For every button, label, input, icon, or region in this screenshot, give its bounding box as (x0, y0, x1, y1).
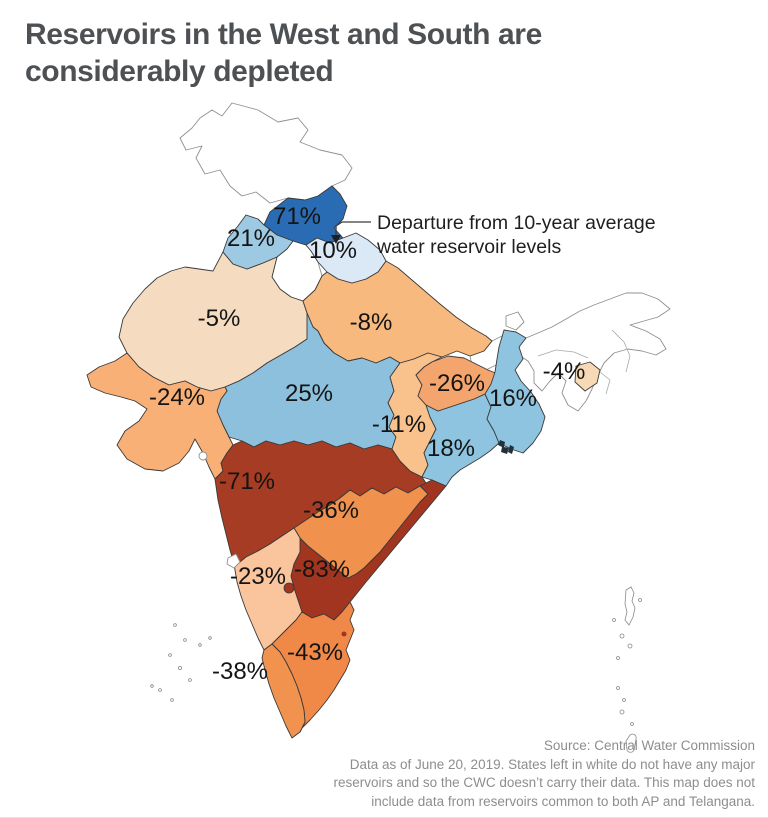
label-west-bengal: 16% (489, 385, 537, 412)
lakshadweep-islands (150, 623, 212, 702)
label-maharashtra: -71% (219, 468, 275, 495)
arrowhead-icon (331, 235, 341, 244)
label-andhra-pradesh: -83% (294, 556, 350, 583)
label-rajasthan: -5% (198, 305, 241, 332)
annotation-line-1: Departure from 10-year average (377, 212, 656, 234)
label-gujarat: -24% (149, 384, 205, 411)
label-odisha: 18% (427, 435, 475, 462)
andaman-nicobar-islands (612, 586, 642, 753)
state-kerala (261, 643, 306, 739)
state-jammu-kashmir (179, 102, 353, 204)
source-note: Source: Central Water Commission Data as… (195, 737, 755, 811)
state-goa (226, 553, 241, 569)
annotation-leader (331, 221, 371, 244)
page-title: Reservoirs in the West and South are con… (25, 16, 725, 90)
daman-diu-enclave (198, 451, 208, 461)
state-west-bengal (484, 329, 546, 454)
state-uttar-pradesh (302, 260, 493, 364)
northeast-states (518, 292, 671, 412)
label-chhattisgarh: -11% (372, 411, 426, 438)
label-himachal-pradesh: 71% (273, 203, 321, 230)
label-tripura: -4% (543, 358, 586, 385)
label-punjab: 21% (227, 225, 275, 252)
state-telangana (293, 485, 429, 579)
note-line-2: reservoirs and so the CWC doesn’t carry … (333, 775, 755, 790)
ap-enclave-dot (283, 582, 295, 594)
source-line: Source: Central Water Commission (543, 738, 755, 753)
state-gujarat (86, 352, 234, 480)
sundarbans-marks (498, 440, 514, 454)
label-telangana: -36% (303, 497, 359, 524)
label-tamil-nadu: -43% (287, 639, 343, 666)
label-jharkhand: -26% (429, 370, 485, 397)
label-kerala: -38% (212, 658, 268, 685)
northeast-internal-borders (537, 329, 631, 395)
label-uttar-pradesh: -8% (350, 309, 393, 336)
title-line-1: Reservoirs in the West and South are (25, 18, 542, 51)
label-karnataka: -23% (230, 563, 286, 590)
label-madhya-pradesh: 25% (285, 380, 333, 407)
puducherry-dot (341, 631, 347, 637)
note-line-3: include data from reservoirs common to b… (371, 793, 755, 809)
state-sikkim (505, 311, 525, 331)
state-tripura (574, 361, 601, 392)
state-punjab (222, 214, 294, 270)
label-uttarakhand: 10% (309, 237, 357, 264)
title-line-2: considerably depleted (25, 55, 334, 88)
state-karnataka (233, 527, 303, 651)
annotation-line-2: water reservoir levels (376, 236, 561, 258)
note-line-1: Data as of June 20, 2019. States left in… (349, 756, 755, 772)
